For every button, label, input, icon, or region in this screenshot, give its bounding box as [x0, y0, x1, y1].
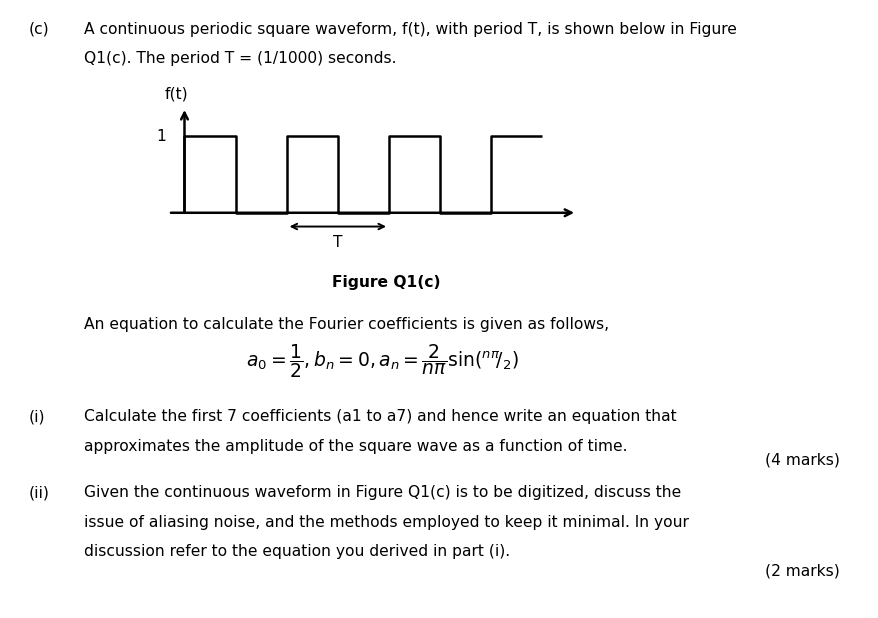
Text: A continuous periodic square waveform, f(t), with period T, is shown below in Fi: A continuous periodic square waveform, f… [83, 22, 736, 36]
Text: (2 marks): (2 marks) [764, 564, 838, 578]
Text: Given the continuous waveform in Figure Q1(c) is to be digitized, discuss the: Given the continuous waveform in Figure … [83, 485, 680, 500]
Text: issue of aliasing noise, and the methods employed to keep it minimal. In your: issue of aliasing noise, and the methods… [83, 515, 687, 530]
Text: f(t): f(t) [164, 87, 188, 102]
Text: (c): (c) [28, 22, 48, 36]
Text: approximates the amplitude of the square wave as a function of time.: approximates the amplitude of the square… [83, 439, 626, 454]
Text: Calculate the first 7 coefficients (a1 to a7) and hence write an equation that: Calculate the first 7 coefficients (a1 t… [83, 409, 675, 424]
Text: 1: 1 [156, 129, 166, 144]
Text: An equation to calculate the Fourier coefficients is given as follows,: An equation to calculate the Fourier coe… [83, 317, 608, 332]
Text: discussion refer to the equation you derived in part (i).: discussion refer to the equation you der… [83, 544, 509, 559]
Text: Figure Q1(c): Figure Q1(c) [332, 275, 441, 290]
Text: $a_0 =\dfrac{1}{2}, b_n = 0, a_n = \dfrac{2}{n\pi}\mathrm{sin}(^{n\pi}\!/_{2})$: $a_0 =\dfrac{1}{2}, b_n = 0, a_n = \dfra… [246, 342, 518, 381]
Text: T: T [333, 235, 342, 250]
Text: (i): (i) [28, 409, 45, 424]
Text: (4 marks): (4 marks) [764, 453, 838, 468]
Text: Q1(c). The period T = (1/1000) seconds.: Q1(c). The period T = (1/1000) seconds. [83, 51, 396, 66]
Text: (ii): (ii) [28, 485, 49, 500]
